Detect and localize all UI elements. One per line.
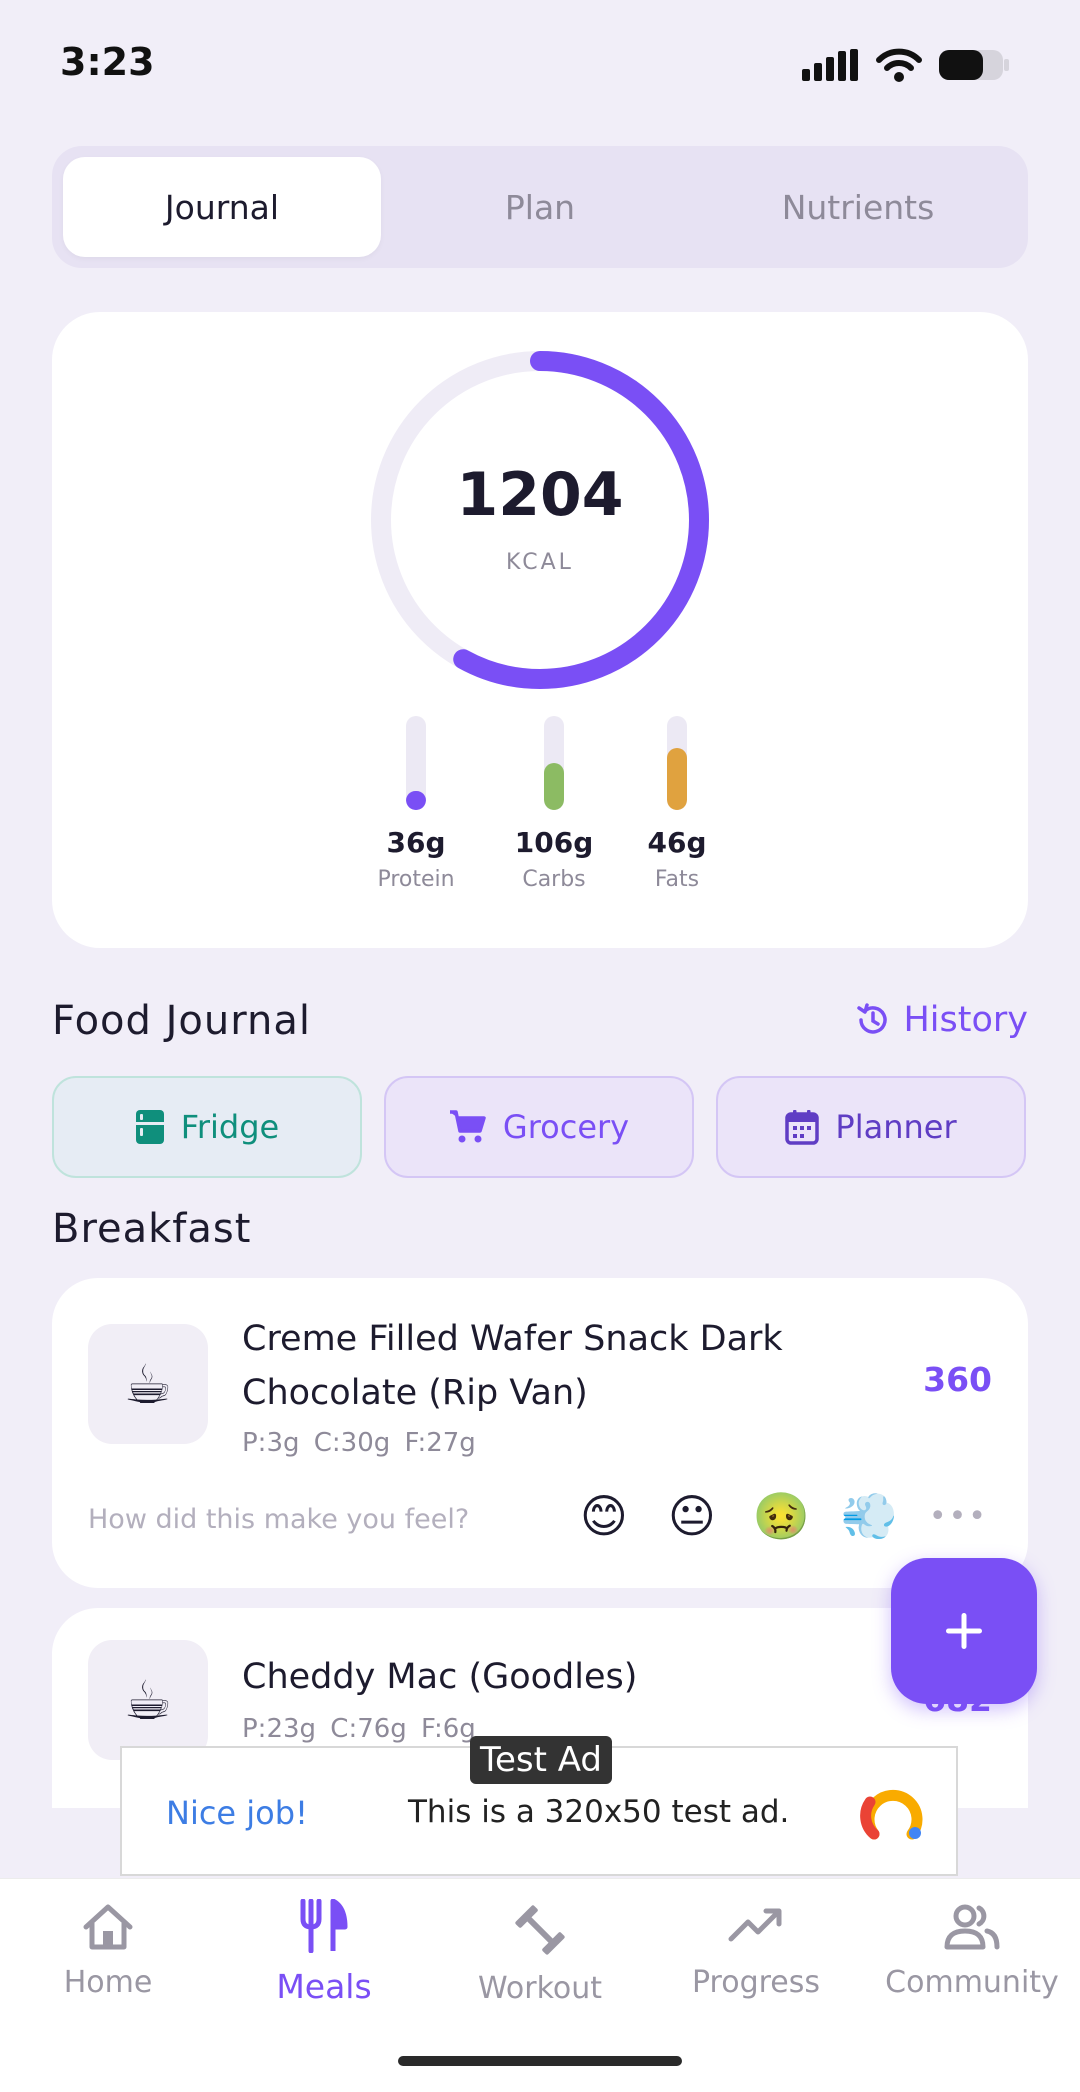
- kcal-unit: KCAL: [506, 550, 574, 575]
- nauseated-face-icon[interactable]: 🤢: [752, 1489, 811, 1543]
- status-time: 3:23: [60, 40, 155, 84]
- neutral-face-icon[interactable]: 😐: [667, 1489, 716, 1543]
- dumbbell-icon: [515, 1905, 565, 1955]
- more-reactions-icon[interactable]: •••: [928, 1498, 988, 1534]
- tab-journal[interactable]: Journal: [63, 157, 381, 257]
- macro-fill: [406, 791, 426, 810]
- ad-text: This is a 320x50 test ad.: [408, 1794, 790, 1830]
- macro-fill: [667, 747, 687, 810]
- planner-button[interactable]: Planner: [716, 1076, 1026, 1178]
- calorie-summary-card: 1204 KCAL 36g Protein 106g Carbs 46g Fat…: [52, 312, 1028, 948]
- macro-fill: [544, 763, 564, 810]
- meal-title-breakfast: Breakfast: [52, 1206, 252, 1252]
- coffee-icon: ☕: [88, 1640, 208, 1760]
- grocery-button[interactable]: Grocery: [384, 1076, 694, 1178]
- home-icon: [83, 1904, 133, 1950]
- feel-reactions: 😊 😐 🤢 💨 •••: [577, 1484, 988, 1548]
- cart-icon: [449, 1110, 486, 1143]
- utensils-icon: [300, 1899, 348, 1953]
- food-macros: P:3g C:30g F:27g: [242, 1428, 476, 1458]
- nav-label: Progress: [691, 1965, 821, 2000]
- macro-carbs: 106g Carbs: [484, 716, 624, 892]
- ad-cta[interactable]: Nice job!: [166, 1794, 308, 1832]
- macro-label: Fats: [654, 867, 700, 892]
- macro-bar: [667, 716, 687, 810]
- calorie-ring: 1204 KCAL: [370, 350, 710, 690]
- macro-bar: [406, 716, 426, 810]
- macro-value: 36g: [386, 826, 446, 859]
- happy-face-icon[interactable]: 😊: [579, 1489, 628, 1543]
- planner-label: Planner: [835, 1108, 957, 1146]
- fridge-label: Fridge: [180, 1108, 280, 1146]
- calorie-ring-progress: [371, 351, 709, 689]
- nav-home[interactable]: Home: [0, 1903, 216, 2000]
- macro-label: Protein: [377, 867, 455, 892]
- history-icon: [857, 1003, 888, 1034]
- gas-icon[interactable]: 💨: [840, 1489, 899, 1543]
- add-food-button[interactable]: [891, 1558, 1037, 1704]
- food-item-card[interactable]: ☕ Creme Filled Wafer Snack Dark Chocolat…: [52, 1278, 1028, 1588]
- history-label: History: [903, 1000, 1028, 1040]
- macro-value: 46g: [647, 826, 707, 859]
- feel-prompt: How did this make you feel?: [88, 1504, 470, 1535]
- nav-label: Home: [63, 1965, 153, 2000]
- nav-label: Meals: [276, 1967, 372, 2006]
- macro-fats: 46g Fats: [607, 716, 747, 892]
- people-icon: [944, 1904, 1000, 1950]
- home-indicator: [398, 2056, 682, 2066]
- grocery-label: Grocery: [502, 1108, 630, 1146]
- nav-community[interactable]: Community: [864, 1903, 1080, 2000]
- nav-workout[interactable]: Workout: [432, 1903, 648, 2006]
- status-bar: 3:23: [0, 0, 1080, 130]
- plus-icon: [946, 1613, 982, 1649]
- nav-meals[interactable]: Meals: [216, 1899, 432, 2006]
- ad-banner[interactable]: Test Ad Nice job! This is a 320x50 test …: [120, 1736, 958, 1876]
- kcal-value: 1204: [456, 460, 624, 530]
- food-name: Cheddy Mac (Goodles): [242, 1657, 638, 1697]
- macro-bar: [544, 716, 564, 810]
- fridge-button[interactable]: Fridge: [52, 1076, 362, 1178]
- food-name: Creme Filled Wafer Snack Dark Chocolate …: [242, 1319, 783, 1413]
- tab-nutrients[interactable]: Nutrients: [781, 187, 935, 227]
- history-link[interactable]: History: [855, 1000, 1028, 1040]
- macro-protein: 36g Protein: [346, 716, 486, 892]
- nav-label: Workout: [477, 1971, 603, 2006]
- ad-logo-icon: [860, 1789, 923, 1840]
- macro-value: 106g: [514, 826, 594, 859]
- nav-label: Community: [885, 1965, 1059, 2000]
- coffee-icon: ☕: [88, 1324, 208, 1444]
- ad-tag: Test Ad: [470, 1736, 613, 1784]
- trending-up-icon: [728, 1908, 782, 1942]
- tab-plan[interactable]: Plan: [504, 187, 576, 227]
- signal-icon: [802, 49, 858, 81]
- fridge-icon: [135, 1110, 164, 1144]
- food-kcal: 360: [923, 1360, 992, 1399]
- macro-label: Carbs: [522, 867, 586, 892]
- battery-icon: [939, 50, 1009, 80]
- food-journal-title: Food Journal: [52, 998, 311, 1044]
- wifi-icon: [876, 48, 922, 82]
- segmented-tabs: Journal Plan Nutrients: [52, 146, 1028, 268]
- nav-progress[interactable]: Progress: [648, 1903, 864, 2000]
- food-macros: P:23g C:76g F:6g: [242, 1714, 476, 1744]
- calendar-icon: [785, 1110, 820, 1145]
- status-icons: [802, 48, 1010, 82]
